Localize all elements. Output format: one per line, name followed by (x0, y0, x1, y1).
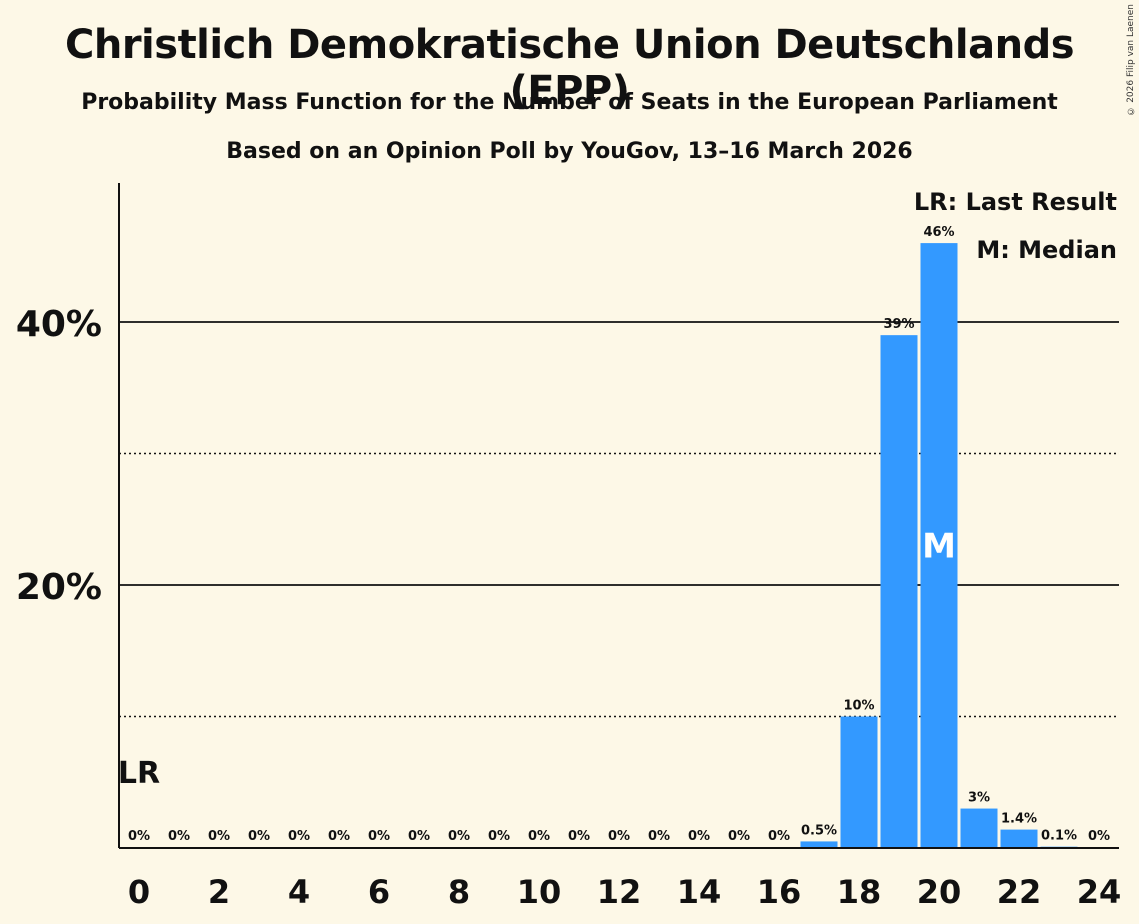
bar-seat-21 (960, 808, 998, 848)
chart-source: Based on an Opinion Poll by YouGov, 13–1… (226, 139, 913, 164)
bar-seat-17 (800, 841, 838, 848)
bar-value-label: 0% (768, 829, 790, 844)
bar-value-label: 0% (728, 829, 750, 844)
bar-value-label: 0% (408, 829, 430, 844)
x-tick-label: 14 (677, 873, 722, 911)
bar-seat-19 (880, 335, 918, 848)
bar-seat-20 (920, 243, 958, 849)
x-tick-label: 16 (757, 873, 802, 911)
bar-value-label: 0% (1088, 829, 1110, 844)
bar-value-label: 0% (288, 829, 310, 844)
chart-subtitle: Probability Mass Function for the Number… (81, 90, 1058, 115)
x-tick-label: 18 (837, 873, 882, 911)
bar-value-label: 39% (883, 317, 914, 332)
bar-value-label: 0% (248, 829, 270, 844)
bar-value-label: 0% (168, 829, 190, 844)
bar-value-label: 0% (448, 829, 470, 844)
x-tick-label: 2 (208, 873, 230, 911)
x-tick-label: 22 (997, 873, 1042, 911)
bar-value-label: 1.4% (1001, 812, 1037, 827)
bar-value-label: 0% (528, 829, 550, 844)
x-tick-label: 4 (288, 873, 310, 911)
bar-value-label: 0% (328, 829, 350, 844)
bar-value-label: 3% (968, 791, 990, 806)
x-tick-label: 20 (917, 873, 962, 911)
chart-title: Christlich Demokratische Union Deutschla… (64, 22, 1075, 114)
bar-value-label: 0% (688, 829, 710, 844)
x-tick-label: 0 (128, 873, 150, 911)
bar-value-label: 0% (608, 829, 630, 844)
bar-seat-22 (1000, 829, 1038, 848)
bar-value-label: 0% (488, 829, 510, 844)
bar-value-label: 10% (843, 699, 874, 714)
legend-entry: LR: Last Result (914, 188, 1117, 216)
x-tick-label: 10 (517, 873, 562, 911)
bar-value-label: 0.1% (1041, 829, 1077, 844)
x-tick-label: 12 (597, 873, 642, 911)
x-tick-label: 6 (368, 873, 390, 911)
bar-value-label: 0% (648, 829, 670, 844)
bar-value-label: 0% (368, 829, 390, 844)
bar-value-label: 46% (923, 225, 954, 240)
last-result-marker: LR (118, 756, 160, 791)
bar-value-label: 0% (568, 829, 590, 844)
x-tick-label: 24 (1077, 873, 1122, 911)
bar-seat-18 (840, 716, 878, 848)
y-tick-label: 40% (16, 304, 102, 345)
bar-value-label: 0.5% (801, 823, 837, 838)
legend-entry: M: Median (976, 236, 1117, 264)
bar-value-label: 0% (208, 829, 230, 844)
y-tick-label: 20% (16, 567, 102, 608)
bar-value-label: 0% (128, 829, 150, 844)
median-marker: M (922, 527, 956, 567)
x-tick-label: 8 (448, 873, 470, 911)
